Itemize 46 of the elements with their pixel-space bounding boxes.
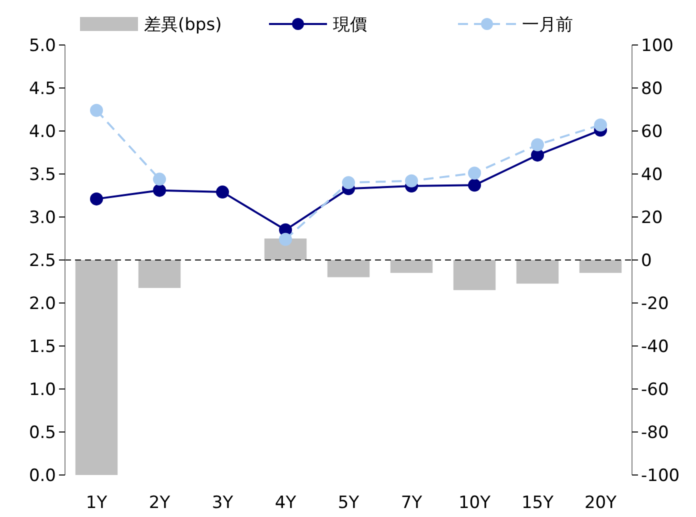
point bbox=[468, 166, 481, 180]
point bbox=[90, 192, 103, 206]
point bbox=[594, 118, 607, 132]
y-tick-label: 0.5 bbox=[28, 422, 56, 443]
y-tick-label: 3.0 bbox=[28, 208, 56, 228]
y-tick-label: 3.5 bbox=[28, 164, 56, 185]
x-tick-label: 10Y bbox=[458, 493, 492, 513]
y2-tick-label: -60 bbox=[641, 380, 669, 400]
point bbox=[342, 176, 355, 190]
point bbox=[216, 186, 229, 199]
point bbox=[468, 178, 481, 192]
y-tick-label: 4.0 bbox=[28, 122, 56, 142]
y-tick-label: 5.0 bbox=[28, 36, 56, 56]
y2-tick-label: 40 bbox=[641, 164, 663, 185]
y2-tick-label: 0 bbox=[641, 250, 652, 271]
y2-tick-label: 100 bbox=[641, 36, 674, 56]
y-tick-label: 0.0 bbox=[28, 466, 56, 486]
y2-tick-label: 80 bbox=[641, 78, 663, 99]
legend-label: 現價 bbox=[333, 14, 367, 35]
point bbox=[153, 172, 166, 186]
x-tick-label: 5Y bbox=[338, 493, 360, 513]
x-tick-label: 20Y bbox=[584, 493, 618, 513]
point bbox=[279, 232, 292, 246]
point bbox=[90, 104, 103, 117]
x-tick-label: 7Y bbox=[400, 493, 423, 513]
y2-tick-label: 20 bbox=[641, 208, 663, 228]
legend-label: 一月前 bbox=[522, 14, 573, 35]
x-tick-label: 3Y bbox=[212, 493, 234, 513]
y2-tick-label: -100 bbox=[641, 466, 680, 486]
y-tick-label: 2.0 bbox=[28, 294, 56, 314]
x-tick-label: 1Y bbox=[86, 493, 108, 513]
y2-tick-label: -40 bbox=[641, 336, 669, 357]
x-tick-label: 4Y bbox=[274, 493, 297, 513]
legend-label: 差異(bps) bbox=[144, 14, 222, 35]
x-tick-label: 15Y bbox=[521, 493, 554, 513]
y-tick-label: 1.0 bbox=[28, 380, 56, 400]
x-tick-label: 2Y bbox=[148, 493, 171, 513]
y-tick-label: 2.5 bbox=[28, 250, 56, 271]
y-tick-label: 1.5 bbox=[28, 336, 56, 357]
y2-tick-label: -20 bbox=[641, 294, 669, 314]
y2-tick-label: -80 bbox=[641, 422, 669, 443]
point bbox=[405, 174, 418, 188]
y-tick-label: 4.5 bbox=[28, 78, 56, 99]
point bbox=[531, 138, 544, 152]
point bbox=[153, 184, 166, 197]
y2-tick-label: 60 bbox=[641, 122, 663, 142]
